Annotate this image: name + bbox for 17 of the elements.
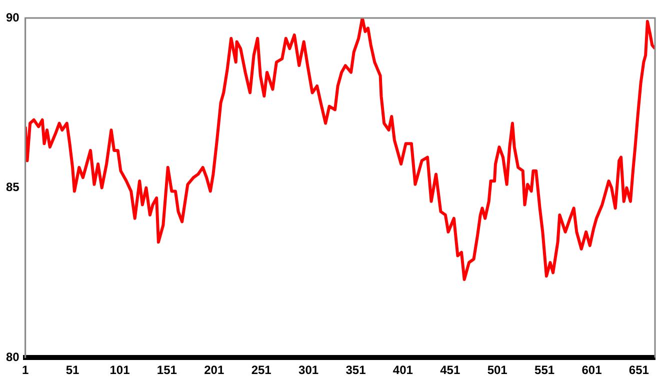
x-tick-label: 151	[156, 363, 178, 378]
y-tick-label: 80	[6, 350, 20, 364]
x-tick-label: 501	[487, 363, 508, 378]
x-tick-label: 101	[110, 363, 130, 378]
y-tick-label: 90	[6, 10, 20, 24]
x-tick-label: 201	[204, 363, 224, 378]
x-tick-label: 51	[66, 363, 80, 378]
x-tick-label: 251	[251, 363, 272, 378]
x-tick-label: 651	[628, 363, 650, 378]
x-tick-label: 601	[582, 363, 602, 378]
x-tick-label: 351	[346, 363, 366, 378]
x-tick-label: 401	[392, 363, 414, 378]
x-tick-label: 551	[534, 363, 555, 378]
x-tick-label: 451	[440, 363, 460, 378]
x-tick-label: 301	[298, 363, 319, 378]
y-tick-label: 85	[6, 180, 20, 194]
x-tick-label: 1	[22, 363, 30, 378]
